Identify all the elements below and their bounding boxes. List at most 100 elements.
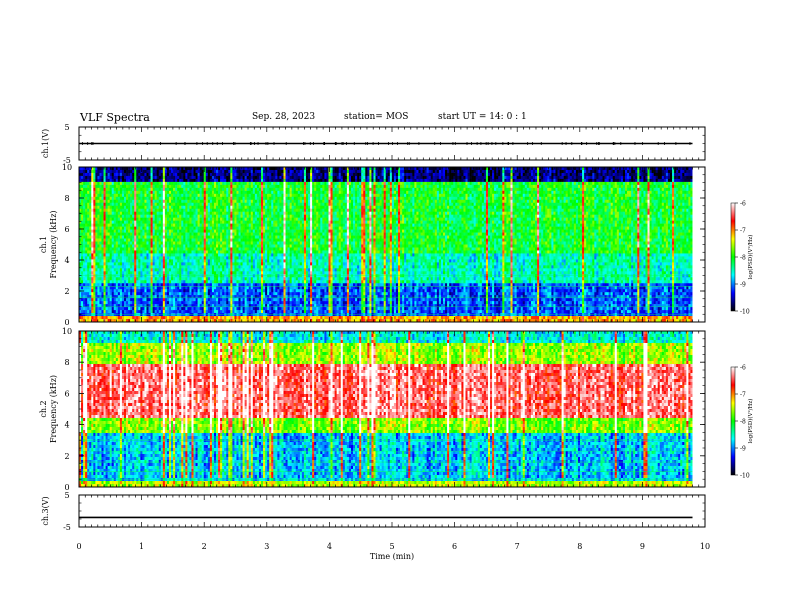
spectrogram-cell <box>610 199 614 204</box>
spectrogram-cell <box>690 181 693 186</box>
spectrogram-cell <box>398 169 401 174</box>
spectrogram-cell <box>412 193 415 198</box>
spectrogram-cell <box>285 184 288 189</box>
spectrogram-cell <box>238 196 241 201</box>
spectrogram-cell <box>338 175 342 180</box>
spectrogram-cell <box>232 178 235 183</box>
spectrogram-cell <box>289 199 292 204</box>
spectrogram-cell <box>684 184 687 189</box>
spectrogram-cell <box>588 178 591 183</box>
spectrogram-cell <box>230 178 233 183</box>
spectrogram-cell <box>152 202 155 207</box>
spectrogram-cell <box>240 184 243 189</box>
spectrogram-cell <box>569 199 573 204</box>
spectrogram-cell <box>144 187 147 192</box>
spectrogram-cell <box>398 199 401 204</box>
spectrogram-cell <box>410 169 413 174</box>
spectrogram-cell <box>305 187 309 192</box>
spectrogram-cell <box>310 169 313 174</box>
spectrogram-cell <box>197 196 200 201</box>
spectrogram-cell <box>310 172 313 177</box>
spectrogram-cell <box>263 211 266 215</box>
spectrogram-cell <box>440 172 444 177</box>
spectrogram-cell <box>203 167 207 171</box>
spectrogram-cell <box>195 184 198 189</box>
spectrogram-cell <box>213 208 217 213</box>
spectrogram-cell <box>99 202 102 207</box>
spectrogram-cell <box>412 202 415 207</box>
spectrogram-cell <box>434 169 438 174</box>
spectrogram-cell <box>248 178 252 183</box>
spectrogram-cell <box>117 196 121 201</box>
spectrogram-cell <box>263 181 266 186</box>
spectrogram-cell <box>588 190 591 195</box>
spectrogram-cell <box>220 205 223 210</box>
spectrogram-cell <box>398 172 401 177</box>
spectrogram-cell <box>381 178 384 183</box>
spectrogram-cell <box>142 190 145 195</box>
spectrogram-cell <box>254 172 258 177</box>
spectrogram-cell <box>569 208 573 213</box>
spectrogram-cell <box>457 172 460 177</box>
spectrogram-cell <box>584 190 587 195</box>
spectrogram-cell <box>575 181 579 186</box>
spectrogram-cell <box>577 196 581 201</box>
spectrogram-cell <box>596 169 599 174</box>
spectrogram-cell <box>532 172 536 177</box>
spectrogram-cell <box>314 211 317 215</box>
spectrogram-cell <box>676 205 679 210</box>
spectrogram-cell <box>246 193 250 198</box>
spectrogram-cell <box>377 167 380 171</box>
spectrogram-cell <box>555 172 558 177</box>
spectrogram-cell <box>324 175 327 180</box>
spectrogram-cell <box>453 199 456 204</box>
spectrogram-cell <box>571 175 575 180</box>
spectrogram-cell <box>226 190 229 195</box>
spectrogram-cell <box>457 181 460 186</box>
spectrogram-cell <box>113 208 117 213</box>
spectrogram-cell <box>246 172 250 177</box>
spectrogram-cell <box>616 196 620 201</box>
spectrogram-cell <box>498 169 501 174</box>
spectrogram-cell <box>371 190 374 195</box>
spectrogram-cell <box>492 181 495 186</box>
spectrogram-cell <box>117 205 121 210</box>
spectrogram-cell <box>402 202 405 207</box>
spectrogram-cell <box>295 167 299 171</box>
spectrogram-cell <box>422 172 425 177</box>
spectrogram-cell <box>451 196 454 201</box>
spectrogram-cell <box>657 196 661 201</box>
spectrogram-cell <box>205 199 209 204</box>
spectrogram-cell <box>316 181 319 186</box>
spectrogram-cell <box>477 202 481 207</box>
spectrogram-cell <box>303 167 307 171</box>
spectrogram-cell <box>140 178 143 183</box>
spectrogram-cell <box>152 211 155 215</box>
spectrogram-cell <box>85 178 88 183</box>
spectrogram-cell <box>158 187 162 192</box>
spectrogram-cell <box>391 199 395 204</box>
spectrogram-cell <box>123 199 127 204</box>
spectrogram-cell <box>373 184 376 189</box>
spectrogram-cell <box>500 208 503 213</box>
spectrogram-cell <box>140 184 143 189</box>
spectrogram-cell <box>506 172 509 177</box>
spectrogram-cell <box>432 178 436 183</box>
spectrogram-cell <box>514 172 517 177</box>
spectrogram-cell <box>688 175 691 180</box>
spectrogram-cell <box>81 178 84 183</box>
spectrogram-cell <box>185 193 188 198</box>
spectrogram-cell <box>465 205 468 210</box>
spectrogram-cell <box>285 202 288 207</box>
spectrogram-cell <box>432 193 436 198</box>
spectrogram-cell <box>213 178 217 183</box>
spectrogram-cell <box>588 199 591 204</box>
spectrogram-cell <box>146 199 149 204</box>
spectrogram-cell <box>676 184 679 189</box>
spectrogram-cell <box>600 205 603 210</box>
spectrogram-cell <box>614 175 618 180</box>
spectrogram-cell <box>514 169 517 174</box>
spectrogram-cell <box>635 175 638 180</box>
spectrogram-cell <box>471 187 474 192</box>
spectrogram-cell <box>318 178 321 183</box>
